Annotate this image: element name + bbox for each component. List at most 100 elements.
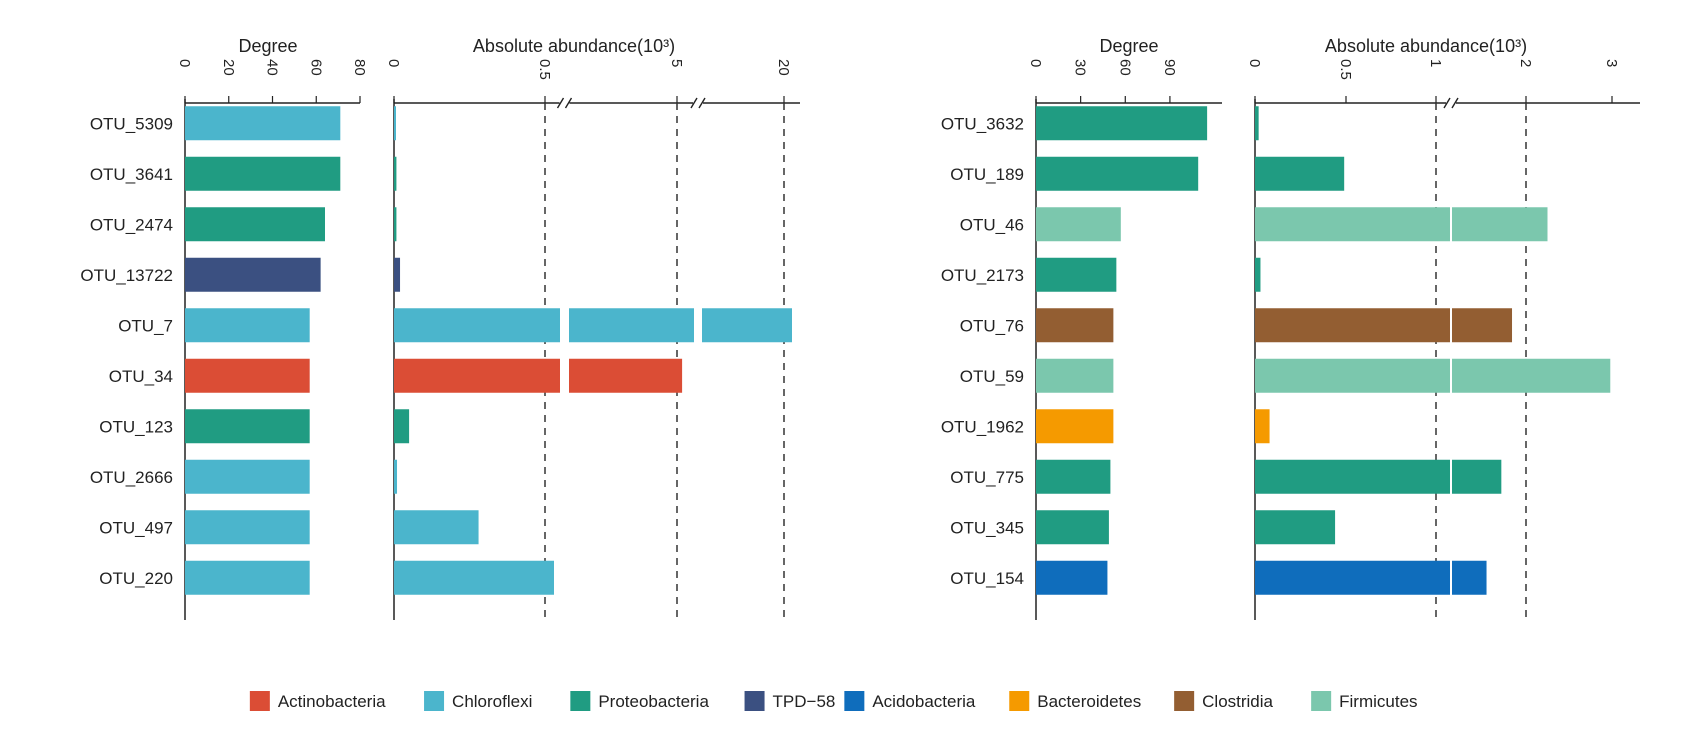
bar	[1255, 510, 1336, 545]
category-label: OTU_154	[950, 569, 1024, 588]
legend-swatch	[1009, 691, 1030, 711]
legend-swatch	[1174, 691, 1195, 711]
bar	[185, 156, 341, 191]
legend-label: Actinobacteria	[278, 692, 386, 711]
bar	[185, 257, 321, 292]
category-label: OTU_345	[950, 518, 1024, 537]
bar	[1036, 207, 1121, 242]
bar	[1255, 156, 1345, 191]
category-label: OTU_34	[109, 367, 173, 386]
bar	[394, 308, 560, 343]
bar	[185, 560, 310, 595]
chart-panel-1: Degree 0 20 40 60 80 OTU_5309 OTU_3641 OTU_2474 O…	[80, 36, 368, 620]
bar	[1036, 409, 1114, 444]
legend-swatch	[249, 691, 270, 711]
bar	[394, 560, 554, 595]
bar	[394, 459, 398, 494]
bar	[394, 358, 560, 393]
category-label: OTU_59	[960, 367, 1024, 386]
legend-swatch	[570, 691, 591, 711]
category-label: OTU_5309	[90, 114, 173, 133]
axis-break-gap	[693, 97, 703, 109]
chart-panel-3: Degree 0 30 60 90 OTU_3632 OTU_189 OTU_46 OTU_21…	[941, 36, 1222, 620]
bar	[185, 510, 310, 545]
legend-label: Firmicutes	[1339, 692, 1417, 711]
x-tick-label: 30	[1072, 59, 1089, 76]
bar	[185, 459, 310, 494]
bar	[1255, 207, 1450, 242]
bar	[1255, 308, 1450, 343]
axis-break-mark	[1443, 97, 1459, 109]
x-tick-label: 2	[1517, 59, 1534, 67]
chart-title: Degree	[238, 36, 297, 56]
legend-swatch	[844, 691, 865, 711]
x-tick-label: 60	[307, 59, 324, 76]
bar	[1036, 156, 1199, 191]
bar	[185, 308, 310, 343]
x-tick-label: 60	[1116, 59, 1133, 76]
bar	[394, 257, 401, 292]
bar	[1452, 459, 1502, 494]
legend-swatch	[1311, 691, 1332, 711]
category-label: OTU_2474	[90, 215, 173, 234]
legend: Actinobacteria Chloroflexi Proteobacteria T…	[249, 691, 1418, 711]
bar	[1036, 308, 1114, 343]
x-tick-label: 1	[1427, 59, 1444, 67]
bar	[1036, 106, 1208, 141]
bar	[1255, 257, 1261, 292]
legend-swatch	[744, 691, 765, 711]
bar	[1036, 459, 1111, 494]
bar	[1255, 459, 1450, 494]
bar	[1036, 257, 1117, 292]
category-label: OTU_46	[960, 215, 1024, 234]
legend-label: Acidobacteria	[872, 692, 976, 711]
legend-label: Proteobacteria	[598, 692, 709, 711]
x-tick-label: 80	[351, 59, 368, 76]
category-label: OTU_189	[950, 165, 1024, 184]
x-tick-label: 0.5	[1337, 59, 1354, 80]
bar	[569, 308, 694, 343]
chart-title: Absolute abundance(10³)	[1325, 36, 1527, 56]
category-label: OTU_2173	[941, 266, 1024, 285]
bar	[1452, 358, 1611, 393]
bar	[394, 156, 397, 191]
bar	[394, 409, 410, 444]
legend-label: Chloroflexi	[452, 692, 532, 711]
legend-swatch	[424, 691, 445, 711]
bar	[1255, 560, 1450, 595]
bar	[1036, 358, 1114, 393]
category-label: OTU_76	[960, 316, 1024, 335]
axis-break-gap	[559, 97, 570, 109]
category-label: OTU_3632	[941, 114, 1024, 133]
bar	[1036, 560, 1108, 595]
bar	[1452, 560, 1487, 595]
x-tick-label: 20	[220, 59, 237, 76]
category-label: OTU_123	[99, 417, 173, 436]
chart-panel-2: Absolute abundance(10³) 0 0.5 5 20	[385, 36, 800, 620]
category-label: OTU_13722	[80, 266, 173, 285]
x-tick-label: 40	[264, 59, 281, 76]
bar	[394, 510, 479, 545]
bar	[702, 308, 792, 343]
axis-break-mark	[690, 97, 706, 109]
x-tick-label: 90	[1161, 59, 1178, 76]
bar	[1452, 308, 1513, 343]
bar	[394, 207, 397, 242]
axis-break-mark	[556, 97, 573, 109]
bar	[1255, 358, 1450, 393]
bar	[394, 106, 396, 141]
chart-title: Degree	[1099, 36, 1158, 56]
bar	[569, 358, 683, 393]
x-tick-label: 0.5	[536, 59, 553, 80]
x-tick-label: 5	[668, 59, 685, 67]
legend-label: Clostridia	[1202, 692, 1273, 711]
category-label: OTU_7	[118, 316, 173, 335]
category-label: OTU_497	[99, 518, 173, 537]
x-tick-label: 3	[1603, 59, 1620, 67]
category-label: OTU_2666	[90, 468, 173, 487]
category-label: OTU_220	[99, 569, 173, 588]
legend-label: Bacteroidetes	[1037, 692, 1141, 711]
bar	[1036, 510, 1109, 545]
category-label: OTU_775	[950, 468, 1024, 487]
axis-break-gap	[1446, 97, 1456, 109]
